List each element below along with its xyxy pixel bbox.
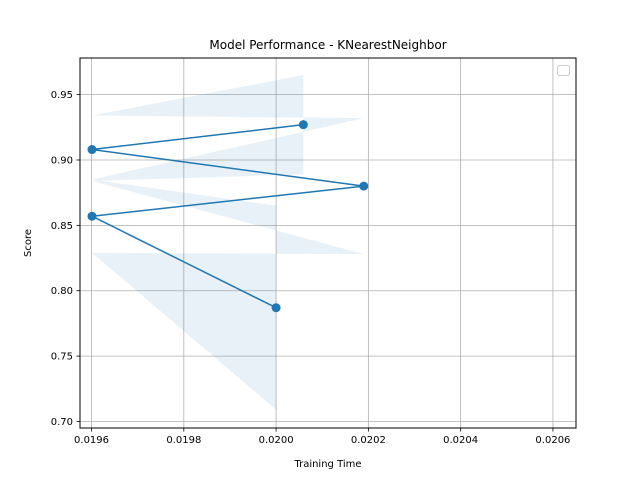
- y-tick-label: 0.90: [51, 155, 73, 166]
- data-point: [359, 181, 369, 191]
- chart-title: Model Performance - KNearestNeighbor: [209, 38, 446, 52]
- x-tick-label: 0.0198: [166, 435, 201, 446]
- x-axis-ticks: 0.0196 0.0198 0.0200 0.0202 0.0204 0.0206: [74, 428, 570, 446]
- x-axis-label: Training Time: [293, 459, 361, 470]
- x-tick-label: 0.0200: [259, 435, 294, 446]
- confidence-band: [92, 75, 364, 410]
- data-point: [298, 120, 308, 130]
- band-area: [92, 75, 364, 410]
- y-axis-label: Score: [23, 229, 34, 257]
- x-tick-label: 0.0196: [74, 435, 109, 446]
- y-axis-ticks: 0.70 0.75 0.80 0.85 0.90 0.95: [51, 90, 80, 428]
- y-tick-label: 0.70: [51, 417, 73, 428]
- x-tick-label: 0.0204: [443, 435, 478, 446]
- data-point: [87, 145, 97, 155]
- legend-box: [557, 65, 570, 76]
- y-tick-label: 0.80: [51, 286, 73, 297]
- x-tick-label: 0.0206: [535, 435, 570, 446]
- grid: [80, 58, 576, 428]
- y-tick-label: 0.85: [51, 221, 73, 232]
- plot-frame: [79, 57, 577, 429]
- data-points: [87, 120, 369, 313]
- data-point: [271, 303, 281, 313]
- y-tick-label: 0.95: [51, 90, 73, 101]
- y-tick-label: 0.75: [51, 352, 73, 363]
- x-tick-label: 0.0202: [351, 435, 386, 446]
- data-point: [87, 211, 97, 221]
